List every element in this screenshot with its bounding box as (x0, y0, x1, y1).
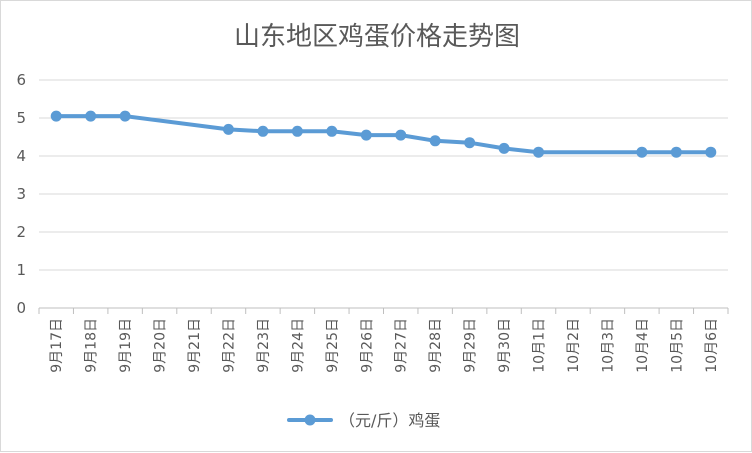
x-axis-ticks: 9月17日 9月18日 9月19日 9月20日 9月21日 9月22日 9月23日 9月24日… (49, 318, 720, 373)
x-tick-label: 10月3日 (600, 318, 616, 373)
legend-marker (304, 414, 316, 426)
x-tick-label: 10月4日 (635, 318, 651, 373)
data-point (533, 146, 545, 158)
x-tick-label: 9月26日 (359, 318, 375, 373)
data-point (670, 146, 682, 158)
data-point (360, 129, 372, 141)
x-tick-label: 9月19日 (118, 318, 134, 373)
data-point (119, 110, 131, 122)
x-tick-label: 9月30日 (497, 318, 513, 373)
x-tick-label: 9月25日 (325, 318, 341, 373)
data-point (705, 146, 717, 158)
x-tick-label: 9月23日 (256, 318, 272, 373)
legend-label: （元/斤）鸡蛋 (339, 411, 440, 430)
data-point (429, 135, 441, 147)
series-group (50, 110, 717, 158)
x-tick-label: 9月20日 (153, 318, 169, 373)
data-point (85, 110, 97, 122)
y-tick-label: 3 (16, 185, 26, 203)
data-point (326, 125, 338, 137)
x-tick-label: 9月17日 (49, 318, 65, 373)
x-tick-label: 9月18日 (84, 318, 100, 373)
x-tick-label: 10月2日 (566, 318, 582, 373)
y-tick-label: 1 (16, 261, 26, 279)
x-tick-label: 9月22日 (221, 318, 237, 373)
x-tick-label: 9月28日 (428, 318, 444, 373)
y-axis-ticks: 0 1 2 3 4 5 6 (16, 71, 26, 317)
data-point (50, 110, 62, 122)
y-tick-label: 5 (16, 109, 26, 127)
x-axis (38, 307, 729, 314)
data-point (498, 142, 510, 154)
data-point (222, 123, 234, 135)
y-tick-label: 6 (16, 71, 26, 89)
legend: （元/斤）鸡蛋 (287, 411, 440, 430)
x-tick-label: 9月21日 (187, 318, 203, 373)
y-tick-label: 0 (16, 299, 26, 317)
x-tick-label: 10月6日 (704, 318, 720, 373)
y-tick-label: 2 (16, 223, 26, 241)
x-tick-label: 9月27日 (394, 318, 410, 373)
y-tick-label: 4 (16, 147, 26, 165)
gridlines (39, 79, 728, 271)
data-point (257, 125, 269, 137)
x-tick-label: 10月5日 (669, 318, 685, 373)
data-point (291, 125, 303, 137)
data-point (636, 146, 648, 158)
data-point (395, 129, 407, 141)
x-tick-label: 10月1日 (532, 318, 548, 373)
chart-title: 山东地区鸡蛋价格走势图 (234, 22, 520, 52)
x-tick-label: 9月29日 (463, 318, 479, 373)
series-line (54, 114, 713, 155)
data-point (464, 137, 476, 149)
x-tick-label: 9月24日 (290, 318, 306, 373)
